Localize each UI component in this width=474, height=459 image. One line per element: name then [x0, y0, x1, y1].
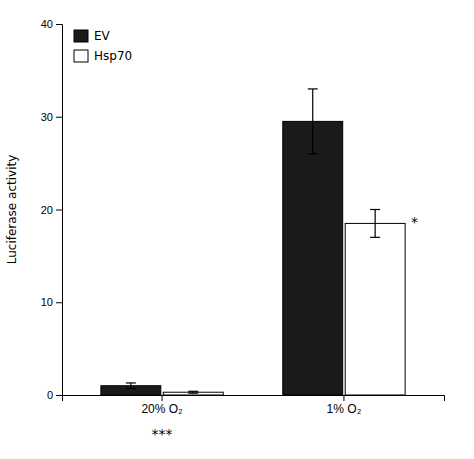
error-bar-cap: [308, 153, 318, 154]
y-tick: 20: [41, 204, 62, 216]
error-bar-line: [375, 210, 376, 238]
x-axis: 20% O₂ 1% O₂: [63, 395, 445, 416]
marks: [101, 89, 405, 395]
y-tick-label: 10: [41, 296, 53, 308]
legend-item: Hsp70: [74, 49, 132, 63]
error-bar-cap: [308, 88, 318, 89]
x-tick-label: 20% O₂: [141, 402, 183, 416]
y-tick-mark: [56, 302, 62, 303]
y-tick: 30: [41, 111, 62, 123]
error-bar: [126, 383, 136, 389]
bar: [163, 392, 223, 395]
chart: 0 10 20 30 40 20% O₂ 1% O₂ EV Hsp70 Luciferase ac…: [0, 0, 474, 459]
error-bar-cap: [126, 388, 136, 389]
error-bar-line: [312, 89, 313, 154]
y-tick-label: 20: [41, 204, 53, 216]
annotation: ***: [152, 426, 173, 442]
bar: [345, 223, 405, 395]
legend-swatch: [74, 50, 88, 62]
x-axis-line: [63, 396, 445, 402]
series: [163, 210, 405, 396]
x-tick-label: 1% O₂: [327, 402, 362, 416]
y-tick-label: 30: [41, 111, 53, 123]
error-bar-cap: [188, 391, 198, 392]
error-bar: [308, 89, 318, 154]
y-tick: 10: [41, 296, 62, 308]
error-bar-cap: [370, 209, 380, 210]
x-tick: 1% O₂: [327, 395, 362, 416]
error-bar: [188, 391, 198, 393]
y-axis-title: Luciferase activity: [5, 155, 19, 265]
legend-item: EV: [74, 29, 111, 43]
y-tick: 40: [41, 18, 62, 30]
plot: 0 10 20 30 40 20% O₂ 1% O₂ EV Hsp70: [41, 18, 445, 416]
y-tick-mark: [56, 395, 62, 396]
annotation: *: [411, 214, 418, 230]
error-bar: [370, 210, 380, 238]
y-tick-mark: [56, 210, 62, 211]
legend-swatch: [74, 30, 88, 42]
y-tick: 0: [47, 389, 62, 401]
y-axis: 0 10 20 30 40: [41, 18, 63, 401]
error-bar-cap: [126, 382, 136, 383]
legend-label: Hsp70: [94, 49, 132, 63]
x-tick-mark: [162, 395, 163, 401]
y-axis-line: [56, 25, 63, 396]
error-bar-line: [130, 383, 131, 389]
y-tick-label: 0: [47, 389, 53, 401]
y-tick-mark: [56, 24, 62, 25]
legend: EV Hsp70: [74, 29, 132, 63]
y-tick-mark: [56, 117, 62, 118]
error-bar-cap: [188, 393, 198, 394]
x-tick-mark: [343, 395, 344, 401]
x-tick: 20% O₂: [141, 395, 183, 416]
bar: [283, 121, 343, 395]
error-bar-cap: [370, 237, 380, 238]
legend-label: EV: [94, 29, 111, 43]
series: [101, 89, 343, 395]
y-tick-label: 40: [41, 18, 53, 30]
